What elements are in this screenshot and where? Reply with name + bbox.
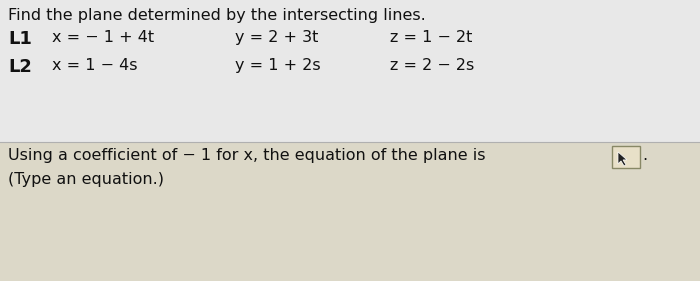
Text: y = 1 + 2s: y = 1 + 2s	[235, 58, 321, 73]
Text: z = 2 − 2s: z = 2 − 2s	[390, 58, 475, 73]
Text: Using a coefficient of − 1 for x, the equation of the plane is: Using a coefficient of − 1 for x, the eq…	[8, 148, 486, 163]
Text: L1: L1	[8, 30, 32, 48]
Bar	[0, 142, 700, 281]
Text: x = − 1 + 4t: x = − 1 + 4t	[52, 30, 154, 45]
Polygon shape	[618, 152, 627, 166]
Text: L2: L2	[8, 58, 32, 76]
Text: Find the plane determined by the intersecting lines.: Find the plane determined by the interse…	[8, 8, 426, 23]
Text: (Type an equation.): (Type an equation.)	[8, 172, 164, 187]
Text: z = 1 − 2t: z = 1 − 2t	[390, 30, 472, 45]
Text: y = 2 + 3t: y = 2 + 3t	[235, 30, 318, 45]
Bar	[0, 0, 700, 142]
Bar	[612, 146, 640, 168]
Text: .: .	[642, 148, 647, 163]
Text: x = 1 − 4s: x = 1 − 4s	[52, 58, 137, 73]
